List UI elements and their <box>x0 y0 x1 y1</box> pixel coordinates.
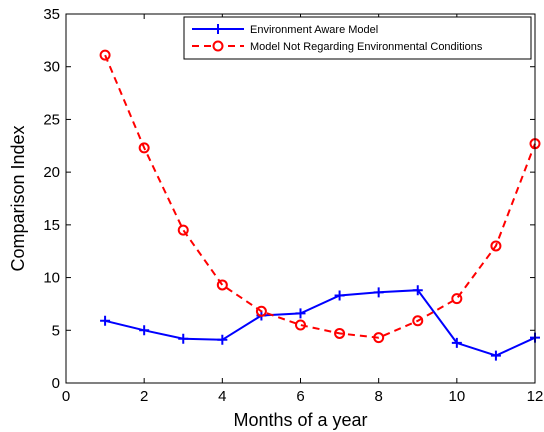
series-1-line <box>104 289 536 357</box>
series-2-point <box>216 279 228 291</box>
y-tick-label: 35 <box>43 6 60 23</box>
y-tick-label: 10 <box>43 270 60 287</box>
y-tick-label: 5 <box>52 322 60 339</box>
series-1-point <box>334 290 345 301</box>
y-tick-label: 30 <box>43 59 60 76</box>
y-tick-label: 15 <box>43 217 60 234</box>
legend-item: Model Not Regarding Environmental Condit… <box>192 40 483 53</box>
series-2-point <box>295 319 306 331</box>
series-2-point <box>255 305 267 317</box>
x-tick-label: 8 <box>374 388 382 405</box>
series-2-point <box>334 327 346 339</box>
series-2-point <box>138 142 150 154</box>
x-tick-label: 12 <box>527 388 544 405</box>
x-tick-label: 0 <box>62 388 70 405</box>
series-2-point <box>451 293 463 305</box>
series-1-point <box>490 350 501 361</box>
series-2-point <box>99 49 111 61</box>
series-1-point <box>295 308 306 319</box>
legend-label-2: Model Not Regarding Environmental Condit… <box>250 41 483 53</box>
axes: 0 2 4 6 8 10 12 0 5 10 15 20 25 30 35 <box>43 6 543 405</box>
x-tick-label: 2 <box>140 388 148 405</box>
x-tick-label: 4 <box>218 388 226 405</box>
series-2-point <box>490 240 502 252</box>
series-2-point <box>373 332 385 344</box>
legend-box <box>183 16 532 60</box>
series-1-point <box>217 334 228 345</box>
x-axis-label: Months of a year <box>233 410 367 430</box>
legend-marker-2 <box>212 40 224 52</box>
x-tick-label: 6 <box>296 388 304 405</box>
y-tick-label: 25 <box>43 111 60 128</box>
series-1 <box>100 285 540 361</box>
y-axis-label: Comparison Index <box>8 125 28 271</box>
y-tick-label: 0 <box>52 375 60 392</box>
series-1-point <box>178 333 189 344</box>
series-1-point <box>139 325 150 336</box>
series-1-point <box>412 285 423 296</box>
legend-label-1: Environment Aware Model <box>250 24 378 36</box>
series-2-point <box>412 315 424 327</box>
x-tick-label: 10 <box>448 388 465 405</box>
legend-item: Environment Aware Model <box>192 24 378 36</box>
legend-marker-1 <box>213 24 223 34</box>
series-1-point <box>100 315 111 326</box>
y-tick-label: 20 <box>43 164 60 181</box>
series-1-point <box>451 337 462 348</box>
legend: Environment Aware Model Model Not Regardi… <box>183 16 532 60</box>
series-2-point <box>177 224 189 236</box>
series-1-point <box>373 287 384 298</box>
